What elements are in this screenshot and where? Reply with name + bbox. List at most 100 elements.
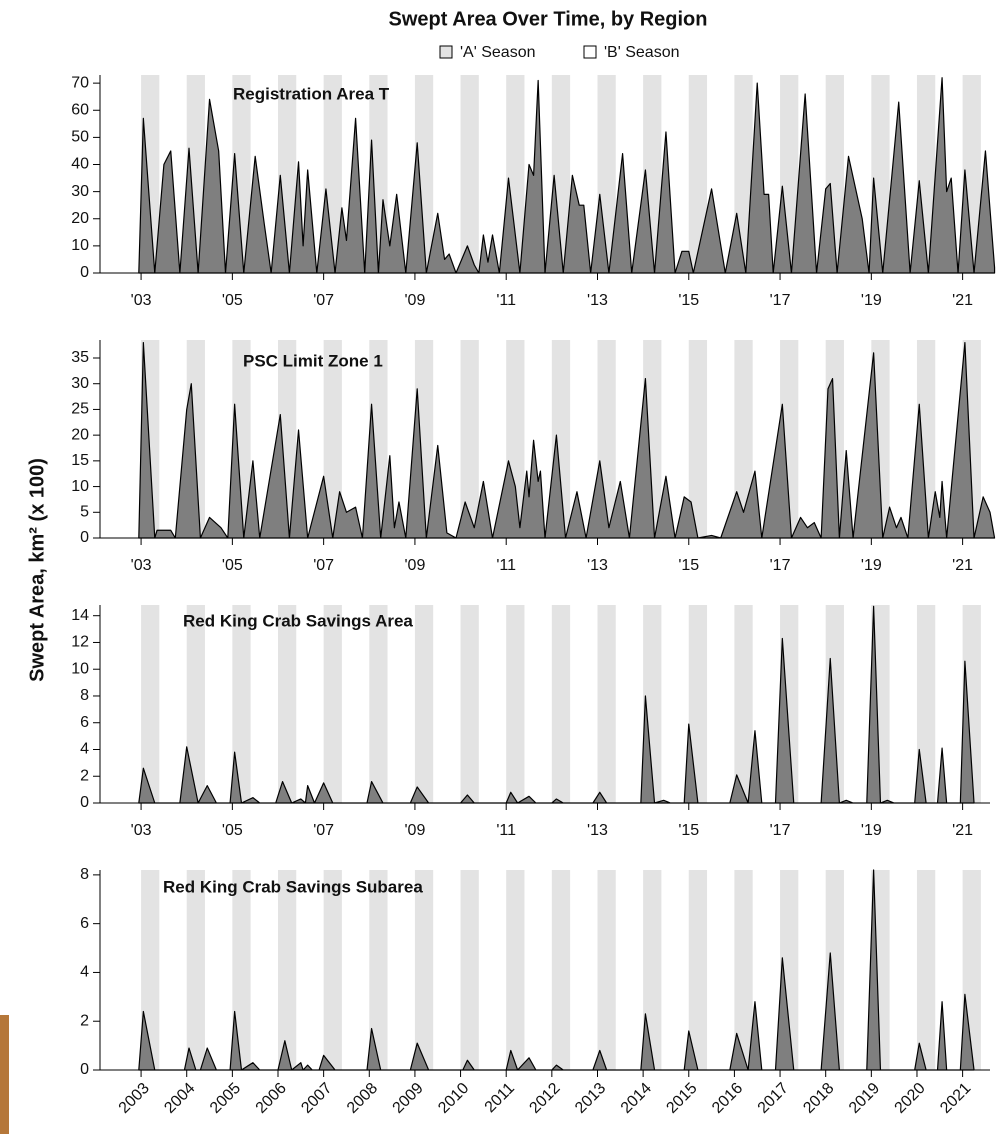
x-tick-label: '03 xyxy=(131,557,152,574)
x-tick-label: 2004 xyxy=(161,1080,198,1117)
x-tick-label: 2005 xyxy=(207,1080,244,1117)
legend-swatch xyxy=(439,45,453,59)
season-band xyxy=(141,605,160,803)
x-tick-label: '21 xyxy=(952,822,973,839)
y-tick-label: 70 xyxy=(71,74,89,91)
y-tick-label: 0 xyxy=(80,529,89,546)
season-band xyxy=(141,870,160,1070)
season-band xyxy=(369,870,388,1070)
x-tick-label: '13 xyxy=(587,822,608,839)
area xyxy=(138,341,996,539)
y-tick-label: 6 xyxy=(80,714,89,731)
y-tick-label: 4 xyxy=(80,741,89,758)
x-tick-label: '15 xyxy=(678,822,699,839)
x-tick-label: 2015 xyxy=(663,1080,700,1117)
season-band xyxy=(460,340,479,538)
season-band xyxy=(734,870,753,1070)
x-tick-label: 2017 xyxy=(755,1080,792,1117)
y-tick-label: 60 xyxy=(71,101,89,118)
season-band xyxy=(186,605,205,803)
x-tick-label: 2013 xyxy=(572,1080,609,1117)
y-tick-label: 4 xyxy=(80,964,89,981)
season-band xyxy=(916,870,936,1070)
x-tick-label: 2009 xyxy=(390,1080,427,1117)
x-tick-label: '15 xyxy=(678,292,699,309)
x-tick-label: 2012 xyxy=(526,1080,563,1117)
x-tick-label: 2020 xyxy=(892,1080,929,1117)
y-tick-label: 25 xyxy=(71,401,89,418)
x-tick-label: '07 xyxy=(313,557,334,574)
x-tick-label: '05 xyxy=(222,822,243,839)
x-tick-label: '07 xyxy=(313,822,334,839)
y-tick-label: 8 xyxy=(80,687,89,704)
y-tick-label: 20 xyxy=(71,426,89,443)
x-tick-label: '09 xyxy=(404,557,425,574)
x-tick-label: '15 xyxy=(678,557,699,574)
x-tick-label: 2006 xyxy=(253,1080,290,1117)
x-tick-label: '21 xyxy=(952,557,973,574)
x-tick-label: '05 xyxy=(222,292,243,309)
x-tick-label: '19 xyxy=(861,292,882,309)
season-band xyxy=(597,870,616,1070)
y-tick-label: 0 xyxy=(80,794,89,811)
x-tick-label: 2018 xyxy=(800,1080,837,1117)
x-tick-label: '03 xyxy=(131,292,152,309)
season-band xyxy=(323,340,342,538)
y-tick-label: 10 xyxy=(71,478,89,495)
season-band xyxy=(688,75,708,273)
season-band xyxy=(551,870,571,1070)
season-band xyxy=(734,340,753,538)
y-tick-label: 20 xyxy=(71,210,89,227)
y-tick-label: 6 xyxy=(80,915,89,932)
x-tick-label: '07 xyxy=(313,292,334,309)
y-tick-label: 30 xyxy=(71,183,89,200)
season-band xyxy=(460,605,479,803)
x-tick-label: '19 xyxy=(861,822,882,839)
chart-title: Swept Area Over Time, by Region xyxy=(389,8,708,30)
y-tick-label: 12 xyxy=(71,634,89,651)
season-band xyxy=(232,605,251,803)
y-tick-label: 14 xyxy=(71,607,89,624)
season-band xyxy=(323,870,342,1070)
season-band xyxy=(597,605,616,803)
season-band xyxy=(323,605,342,803)
x-tick-label: '13 xyxy=(587,557,608,574)
season-band xyxy=(460,75,479,273)
y-tick-label: 8 xyxy=(80,866,89,883)
x-tick-label: '05 xyxy=(222,557,243,574)
y-tick-label: 15 xyxy=(71,452,89,469)
x-tick-label: '09 xyxy=(404,822,425,839)
season-band xyxy=(688,870,708,1070)
x-tick-label: 2019 xyxy=(846,1080,883,1117)
x-tick-label: 2003 xyxy=(116,1080,153,1117)
edge-artifact xyxy=(0,1015,9,1134)
x-tick-label: 2021 xyxy=(937,1080,974,1117)
x-tick-label: '17 xyxy=(770,557,791,574)
panel-title: PSC Limit Zone 1 xyxy=(243,351,383,370)
legend-swatch xyxy=(583,45,597,59)
season-band xyxy=(278,605,297,803)
y-tick-label: 35 xyxy=(71,349,89,366)
season-band xyxy=(369,605,388,803)
season-band xyxy=(232,870,251,1070)
panel-title: Registration Area T xyxy=(233,84,390,103)
season-band xyxy=(734,75,753,273)
x-tick-label: 2008 xyxy=(344,1080,381,1117)
x-tick-label: '19 xyxy=(861,557,882,574)
y-tick-label: 2 xyxy=(80,767,89,784)
x-tick-label: '11 xyxy=(496,822,516,839)
season-band xyxy=(734,605,753,803)
y-tick-label: 10 xyxy=(71,237,89,254)
y-tick-label: 0 xyxy=(80,264,89,281)
panel-title: Red King Crab Savings Area xyxy=(183,611,413,630)
x-tick-label: '11 xyxy=(496,557,516,574)
y-tick-label: 5 xyxy=(80,504,89,521)
x-tick-label: '03 xyxy=(131,822,152,839)
season-band xyxy=(916,605,936,803)
season-band xyxy=(186,870,205,1070)
x-tick-label: 2007 xyxy=(298,1080,335,1117)
season-band xyxy=(278,870,297,1070)
x-tick-label: '17 xyxy=(770,822,791,839)
season-band xyxy=(551,605,571,803)
